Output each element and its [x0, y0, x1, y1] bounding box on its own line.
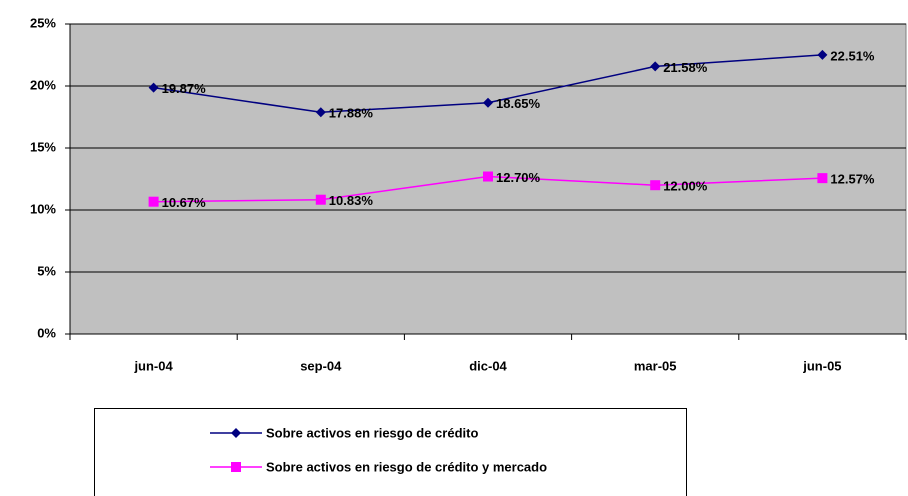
- x-tick-label: mar-05: [634, 358, 677, 373]
- marker: [817, 49, 828, 60]
- data-label: 19.87%: [162, 81, 207, 96]
- data-label: 22.51%: [830, 48, 875, 63]
- y-tick-label: 10%: [30, 201, 56, 216]
- y-tick-label: 15%: [30, 139, 56, 154]
- x-tick-label: dic-04: [469, 358, 507, 373]
- y-tick-label: 5%: [37, 263, 56, 278]
- data-label: 10.67%: [162, 195, 207, 210]
- x-tick-label: sep-04: [300, 358, 342, 373]
- marker: [148, 196, 159, 207]
- marker: [650, 61, 661, 72]
- marker: [315, 194, 326, 205]
- data-label: 21.58%: [663, 60, 708, 75]
- legend-label: Sobre activos en riesgo de crédito: [266, 425, 478, 440]
- marker: [817, 173, 828, 184]
- marker: [315, 107, 326, 118]
- marker: [483, 97, 493, 108]
- x-tick-label: jun-05: [802, 358, 841, 373]
- marker: [483, 171, 493, 182]
- data-label: 12.57%: [830, 172, 875, 187]
- y-tick-label: 0%: [37, 325, 56, 340]
- marker: [650, 180, 661, 191]
- data-label: 10.83%: [329, 193, 374, 208]
- legend-box: [94, 408, 687, 496]
- marker: [231, 462, 241, 472]
- data-label: 12.00%: [663, 179, 708, 194]
- data-label: 18.65%: [496, 96, 541, 111]
- data-label: 12.70%: [496, 170, 541, 185]
- x-tick-label: jun-04: [133, 358, 173, 373]
- marker: [231, 428, 241, 438]
- y-tick-label: 20%: [30, 77, 56, 92]
- data-label: 17.88%: [329, 106, 374, 121]
- legend: Sobre activos en riesgo de crédito Sobre …: [94, 408, 687, 496]
- legend-label: Sobre activos en riesgo de crédito y mer…: [266, 459, 547, 474]
- y-tick-label: 25%: [30, 15, 56, 30]
- marker: [148, 82, 159, 93]
